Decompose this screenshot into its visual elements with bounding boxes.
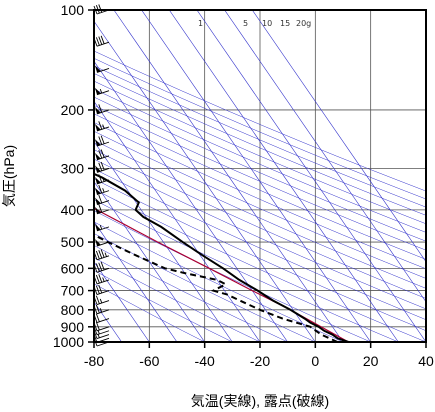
isotherm-10 (113, 10, 344, 342)
wind-barb-600 (93, 261, 110, 273)
dry-adiabat-80 (94, 149, 426, 299)
isotherm-50 (224, 10, 426, 303)
y-tick-label-400: 400 (61, 202, 85, 218)
dewpoint-line (94, 233, 338, 342)
y-tick-label-800: 800 (61, 302, 85, 318)
dry-adiabat--20 (94, 257, 261, 342)
dry-adiabat-130 (94, 105, 426, 251)
wind-barb-225 (95, 121, 110, 132)
wind-barb-350 (95, 184, 110, 196)
y-tick-label-100: 100 (61, 2, 85, 18)
dry-adiabat-110 (94, 122, 426, 270)
y-axis-label: 気圧(hPa) (1, 145, 17, 207)
x-tick-label-0: 0 (311, 353, 319, 369)
dry-adiabat--10 (94, 245, 288, 342)
y-tick-label-500: 500 (61, 234, 85, 250)
x-tick-label--60: -60 (139, 353, 159, 369)
wind-barb-125 (93, 35, 110, 47)
isotherm-0 (94, 20, 316, 342)
wind-barb-400 (95, 204, 110, 215)
wind-barb-850 (93, 313, 110, 323)
dry-adiabat-50 (94, 178, 426, 331)
dry-adiabat-70 (94, 158, 426, 310)
wind-barb-325 (95, 174, 110, 185)
dry-adiabat--40 (94, 283, 205, 342)
mixing-ratio-label-1: 1 (198, 19, 203, 28)
y-tick-label-600: 600 (61, 260, 85, 276)
wind-barb-450 (95, 223, 110, 232)
isotherms (94, 10, 426, 342)
dry-adiabat-100 (94, 130, 426, 279)
dry-adiabat-140 (94, 96, 426, 242)
isotherm--60 (94, 261, 150, 342)
wind-barb-750 (93, 295, 110, 305)
dry-adiabat-120 (94, 113, 426, 260)
wind-barb-700 (93, 284, 110, 295)
wind-barb-550 (93, 249, 110, 261)
x-tick-label--40: -40 (195, 353, 215, 369)
mixing-ratio-label-20: 20g (296, 19, 311, 28)
isotherm-30 (169, 10, 399, 342)
isotherm-60 (252, 10, 426, 263)
x-tick-label--20: -20 (250, 353, 270, 369)
isotherm--50 (94, 221, 178, 342)
wind-barb-500 (95, 239, 110, 247)
x-axis: -80 -60 -40 -20 0 20 40 (84, 342, 434, 369)
temperature-line (94, 172, 349, 342)
wind-barb-150 (95, 65, 110, 73)
wind-barb-300 (95, 161, 110, 173)
y-tick-label-1000: 1000 (53, 334, 84, 350)
wind-barb-650 (93, 274, 110, 285)
dry-adiabat-200 (94, 50, 426, 192)
y-tick-label-200: 200 (61, 102, 85, 118)
mixing-ratio-labels: 1 5 10 15 20g (198, 19, 311, 28)
dry-adiabat-30 (94, 199, 399, 342)
dry-adiabat-10 (94, 221, 344, 342)
x-axis-label: 気温(実線), 露点(破線) (191, 393, 329, 409)
dry-adiabat-160 (94, 80, 426, 225)
x-tick-label--80: -80 (84, 353, 104, 369)
y-tick-label-300: 300 (61, 160, 85, 176)
wind-barb-175 (95, 87, 110, 96)
dry-adiabat-180 (94, 65, 426, 208)
mixing-ratio-label-10: 10 (262, 19, 272, 28)
isotherm-40 (196, 10, 426, 342)
isotherm--40 (94, 181, 205, 342)
isotherm-20 (141, 10, 371, 342)
x-tick-label-40: 40 (418, 353, 434, 369)
dry-adiabat--30 (94, 270, 233, 342)
dry-adiabat-170 (94, 73, 426, 216)
x-tick-label-20: 20 (363, 353, 379, 369)
dry-adiabat-190 (94, 58, 426, 200)
mixing-ratio-label-5: 5 (243, 19, 248, 28)
dry-adiabat-60 (94, 168, 426, 320)
mixing-ratio-label-15: 15 (280, 19, 290, 28)
wind-barb-250 (95, 135, 110, 147)
wind-barb-200 (95, 104, 110, 115)
y-tick-label-900: 900 (61, 319, 85, 335)
dry-adiabat-40 (94, 188, 426, 342)
wind-barb-275 (95, 149, 110, 161)
y-tick-label-700: 700 (61, 283, 85, 299)
isotherm--10 (94, 60, 288, 342)
isotherm--30 (94, 140, 233, 342)
wind-barb-375 (95, 194, 110, 206)
dry-adiabat-150 (94, 88, 426, 233)
parcel-line (94, 207, 349, 342)
series-layer (94, 172, 349, 342)
